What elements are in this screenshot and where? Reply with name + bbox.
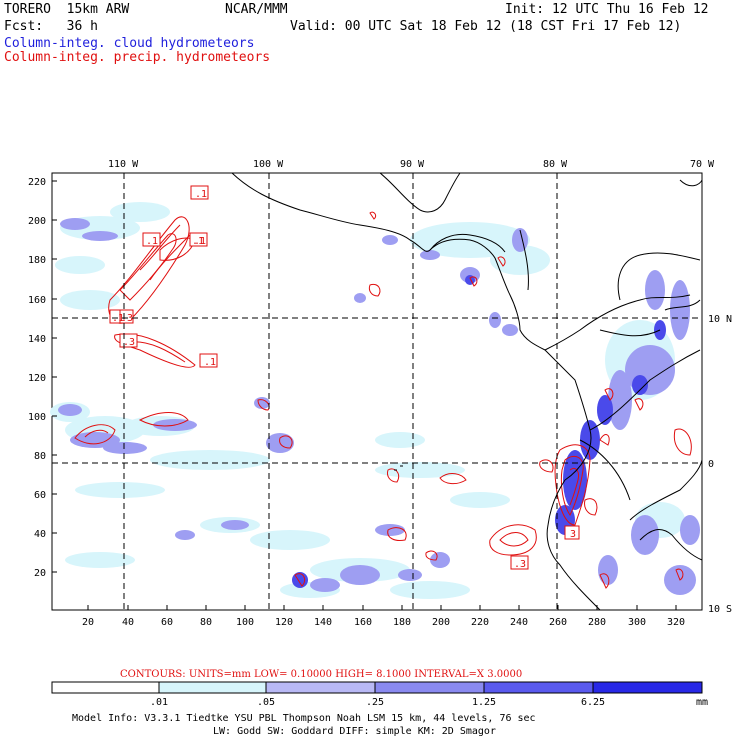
y-tick: 60 (34, 490, 46, 501)
x-tick: 120 (275, 617, 293, 628)
lon-label-90w: 90 W (400, 159, 425, 170)
contours-note: CONTOURS: UNITS=mm LOW= 0.10000 HIGH= 8.… (120, 669, 522, 680)
contour-label: .3 (123, 337, 135, 348)
model-title: TORERO 15km ARW (4, 2, 130, 17)
contour-label: .1 (194, 236, 206, 247)
x-tick: 160 (354, 617, 372, 628)
lat-label-10s: 10 S (708, 604, 732, 615)
x-axis: 20 40 60 80 100 120 140 160 180 200 220 … (82, 617, 685, 628)
field-label-cloud: Column-integ. cloud hydrometeors (4, 36, 255, 51)
contour-label: .1 (112, 313, 124, 324)
x-tick: 220 (471, 617, 489, 628)
x-tick: 20 (82, 617, 94, 628)
x-tick: 60 (161, 617, 173, 628)
colorbar (51, 681, 703, 694)
y-tick: 20 (34, 568, 46, 579)
contour-label: .1 (195, 189, 207, 200)
colorbar-label: .01 (150, 697, 168, 708)
y-tick: 160 (28, 295, 46, 306)
x-tick: 80 (200, 617, 212, 628)
y-tick: 80 (34, 451, 46, 462)
org-label: NCAR/MMM (225, 2, 288, 17)
field-label-precip: Column-integ. precip. hydrometeors (4, 50, 271, 65)
colorbar-label: 6.25 (581, 697, 605, 708)
x-tick: 200 (432, 617, 450, 628)
colorbar-labels: .01 .05 .25 1.25 6.25 mm (150, 697, 708, 708)
x-tick: 240 (510, 617, 528, 628)
lat-label-10n: 10 N (708, 314, 732, 325)
lon-label-80w: 80 W (543, 159, 568, 170)
y-tick: 120 (28, 373, 46, 384)
x-tick: 180 (393, 617, 411, 628)
x-tick: 280 (588, 617, 606, 628)
y-tick: 220 (28, 177, 46, 188)
contour-label: .3 (514, 559, 526, 570)
forecast-hour: Fcst: 36 h (4, 19, 98, 34)
x-tick: 140 (314, 617, 332, 628)
lon-label-100w: 100 W (253, 159, 284, 170)
contour-label: .1 (204, 357, 216, 368)
x-tick: 260 (549, 617, 567, 628)
y-tick: 140 (28, 334, 46, 345)
x-tick: 300 (628, 617, 646, 628)
model-info: Model Info: V3.3.1 Tiedtke YSU PBL Thomp… (72, 713, 536, 724)
lon-label-110w: 110 W (108, 159, 139, 170)
y-tick: 40 (34, 529, 46, 540)
x-tick: 40 (122, 617, 134, 628)
colorbar-unit: mm (696, 697, 708, 708)
colorbar-label: .05 (257, 697, 275, 708)
contour-label: .1 (192, 236, 204, 247)
y-tick: 100 (28, 412, 46, 423)
lon-label-70w: 70 W (690, 159, 715, 170)
model-physics: LW: Godd SW: Goddard DIFF: simple KM: 2D… (213, 726, 496, 737)
y-tick: 200 (28, 216, 46, 227)
coastlines (231, 172, 703, 611)
cloud-field (50, 202, 700, 599)
lat-label-0: 0 (708, 459, 714, 470)
colorbar-label: .25 (366, 697, 384, 708)
contour-label: 3 (570, 529, 576, 540)
contour-label: .1 (146, 236, 158, 247)
precip-contours (74, 211, 692, 589)
init-time: Init: 12 UTC Thu 16 Feb 12 (505, 2, 709, 17)
x-tick: 100 (236, 617, 254, 628)
y-axis: 220 200 180 160 140 120 100 80 60 40 20 (28, 177, 46, 579)
x-tick: 320 (667, 617, 685, 628)
graticule (52, 173, 702, 610)
colorbar-label: 1.25 (472, 697, 496, 708)
valid-time: Valid: 00 UTC Sat 18 Feb 12 (18 CST Fri … (290, 19, 682, 34)
y-tick: 180 (28, 255, 46, 266)
